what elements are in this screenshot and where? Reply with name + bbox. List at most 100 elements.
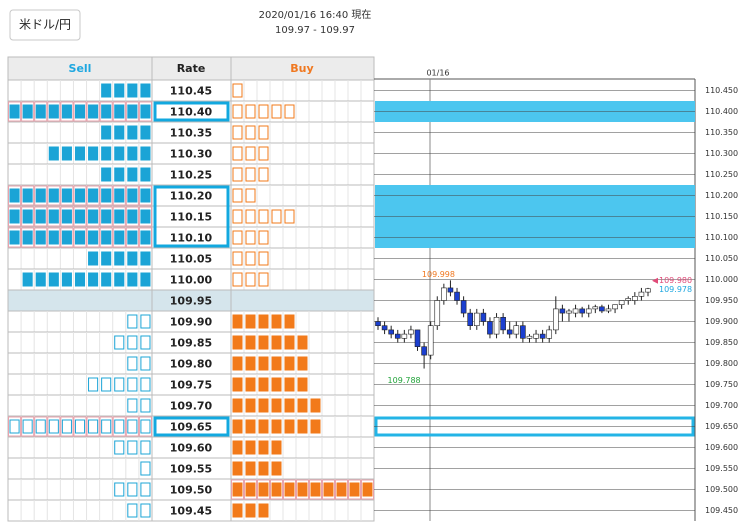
candle-body: [447, 287, 454, 293]
y-tick-label: 109.950: [705, 296, 738, 305]
full-slot: [21, 206, 35, 227]
order-block: [114, 482, 125, 497]
order-block: [232, 125, 243, 140]
order-block: [140, 482, 151, 497]
order-block: [48, 146, 59, 161]
sell-orders: [48, 146, 151, 161]
full-slot: [60, 227, 74, 248]
order-block: [127, 314, 138, 329]
sell-orders: [8, 185, 152, 206]
order-block: [297, 335, 308, 350]
buy-orders: [232, 419, 321, 434]
candle-body: [441, 287, 447, 301]
order-block: [114, 167, 125, 182]
order-block: [245, 398, 256, 413]
order-block: [74, 209, 86, 224]
low-label: 109.788: [388, 376, 421, 385]
order-block: [101, 146, 112, 161]
order-block: [245, 125, 256, 140]
order-block: [61, 419, 72, 434]
order-block: [232, 482, 243, 497]
candle-body: [618, 300, 625, 306]
order-block: [22, 272, 33, 287]
order-block: [127, 419, 138, 434]
order-block: [140, 272, 151, 287]
full-slot: [112, 101, 126, 122]
currency-button[interactable]: [9, 9, 81, 41]
full-slot: [296, 479, 309, 500]
order-block: [127, 230, 138, 245]
full-slot: [73, 416, 87, 437]
order-block: [101, 230, 112, 245]
full-slot: [21, 101, 35, 122]
candle-body: [645, 288, 651, 293]
order-block: [114, 251, 125, 266]
rate-highlight: [153, 185, 230, 248]
candle-body: [381, 325, 388, 331]
order-block: [48, 419, 59, 434]
order-block: [22, 188, 33, 203]
full-slot: [8, 416, 22, 437]
y-tick-label: 109.500: [705, 485, 738, 494]
sell-orders: [114, 440, 151, 455]
order-block: [88, 251, 99, 266]
sell-orders: [140, 461, 151, 476]
full-slot: [73, 227, 87, 248]
order-block: [271, 209, 282, 224]
order-block: [88, 104, 99, 119]
sell-orders: [8, 101, 152, 122]
order-block: [232, 104, 243, 119]
full-slot: [125, 206, 139, 227]
y-tick-label: 109.850: [705, 338, 738, 347]
order-block: [127, 83, 138, 98]
order-block: [232, 335, 243, 350]
order-block: [284, 209, 295, 224]
order-block: [271, 377, 282, 392]
order-block: [22, 419, 33, 434]
order-block: [362, 482, 373, 497]
order-block: [127, 335, 138, 350]
order-block: [284, 398, 295, 413]
currency-button-label[interactable]: 米ドル/円: [19, 18, 71, 32]
candle-body: [454, 291, 460, 301]
order-block: [284, 314, 295, 329]
order-block: [101, 104, 112, 119]
full-slot: [99, 101, 113, 122]
full-slot: [322, 479, 335, 500]
candle-body: [553, 308, 559, 331]
order-block: [232, 188, 243, 203]
order-block: [245, 104, 256, 119]
full-slot: [138, 101, 152, 122]
order-block: [140, 125, 151, 140]
candle-body: [487, 321, 493, 335]
full-slot: [34, 185, 48, 206]
rate-label: 109.45: [170, 505, 212, 518]
order-block: [271, 398, 282, 413]
sell-orders: [101, 83, 151, 98]
sell-orders: [8, 206, 152, 227]
order-block: [114, 272, 125, 287]
candle-body: [520, 325, 526, 339]
order-block: [140, 209, 151, 224]
order-block: [61, 209, 72, 224]
order-block: [140, 251, 151, 266]
order-block: [323, 482, 334, 497]
full-slot: [361, 479, 374, 500]
order-block: [74, 188, 86, 203]
candle-body: [599, 306, 605, 312]
sell-orders: [101, 125, 151, 140]
rate-label: 109.85: [170, 337, 212, 350]
order-block: [232, 440, 243, 455]
order-block: [245, 377, 256, 392]
order-block: [48, 104, 59, 119]
full-slot: [244, 479, 257, 500]
sell-header: Sell: [69, 62, 92, 75]
rate-label: 110.35: [170, 127, 212, 140]
candle-body: [585, 308, 592, 314]
candle-body: [506, 329, 513, 335]
full-slot: [60, 185, 74, 206]
order-block: [284, 104, 295, 119]
candle-body: [533, 333, 539, 339]
order-block: [88, 377, 99, 392]
rate-label: 109.55: [170, 463, 212, 476]
